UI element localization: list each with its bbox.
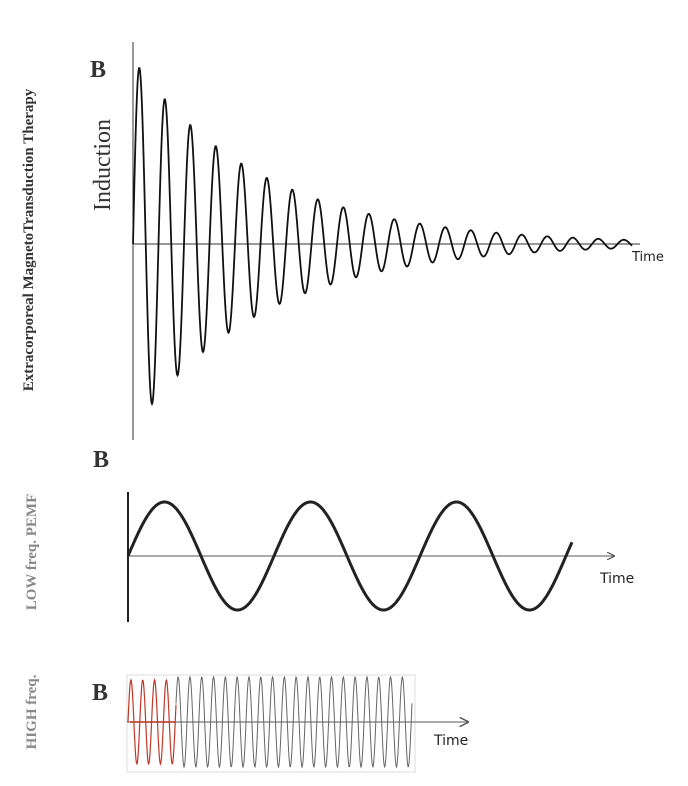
damped-wave xyxy=(132,67,633,407)
high-freq-wave xyxy=(175,675,413,769)
burst-wave xyxy=(127,678,177,766)
panel-label: B xyxy=(93,447,109,473)
y-axis-label: Induction xyxy=(90,119,116,211)
x-axis-label: Time xyxy=(599,571,634,587)
side-label: HIGH freq. xyxy=(24,674,40,749)
panel-label: B xyxy=(92,680,108,706)
frame xyxy=(126,674,416,773)
x-axis-label: Time xyxy=(433,733,468,749)
panel-label: B xyxy=(90,57,106,83)
x-axis-label: Time xyxy=(631,250,664,265)
side-label: Extracorporeal MagnetoTransduction Thera… xyxy=(21,88,37,391)
sine-wave xyxy=(126,500,574,612)
side-label: LOW freq. PEMF xyxy=(24,494,40,611)
